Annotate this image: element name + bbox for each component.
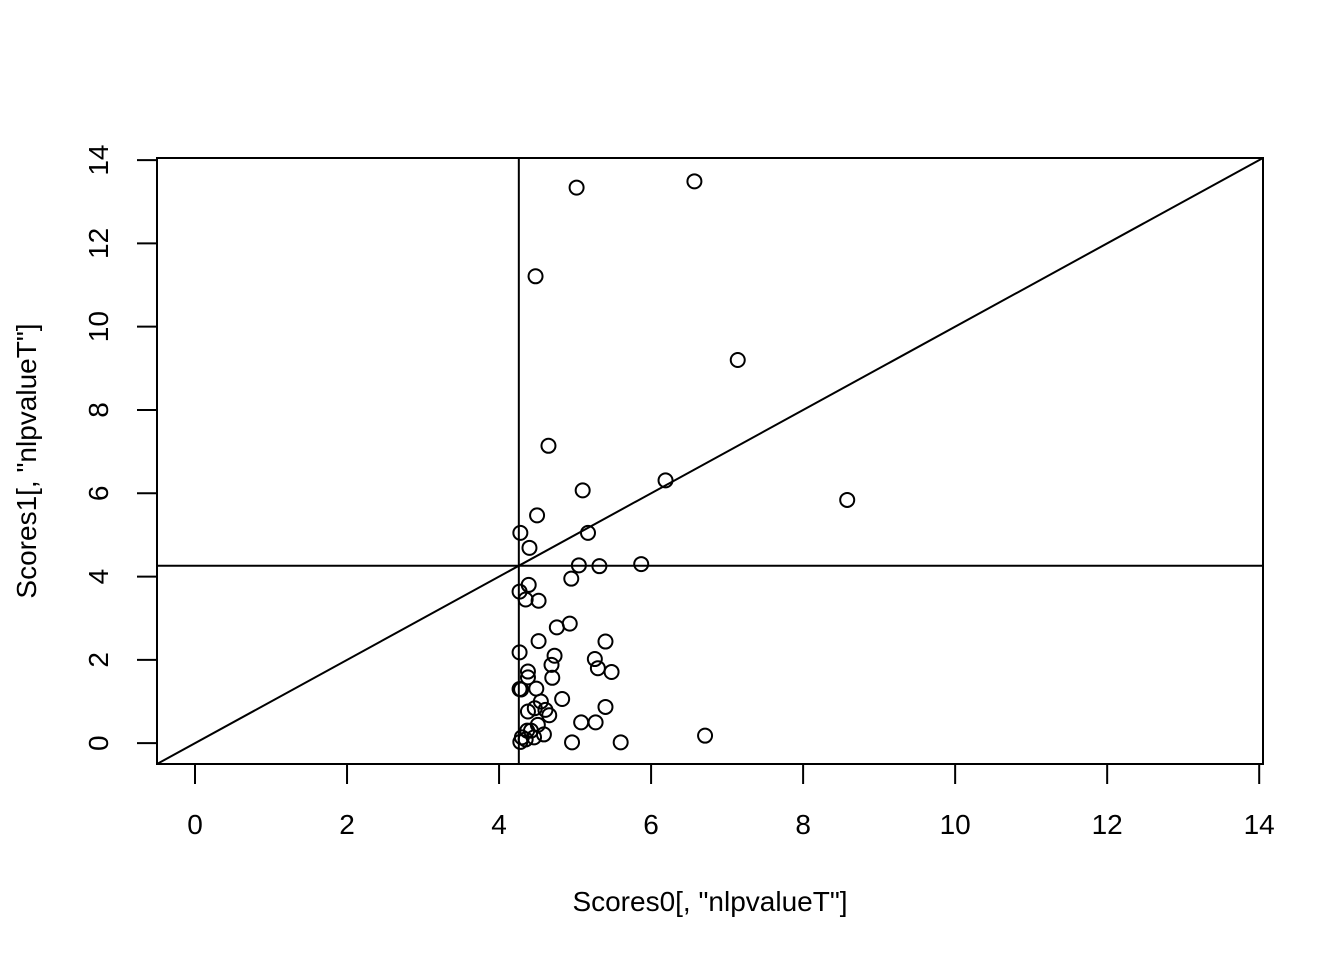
- data-point: [586, 651, 603, 668]
- y-tick-label: 14: [83, 145, 114, 176]
- x-axis: 0 2 4 6 8 10 12 14: [187, 763, 1275, 840]
- data-point: [579, 524, 596, 541]
- y-tick-label: 2: [83, 652, 114, 668]
- data-point: [512, 524, 529, 541]
- x-axis-title: Scores0[, "nlpvalueT"]: [572, 886, 847, 917]
- x-tick-label: 14: [1244, 809, 1275, 840]
- y-tick-label: 12: [83, 228, 114, 259]
- data-point: [519, 669, 536, 686]
- data-point: [657, 472, 674, 489]
- data-point: [513, 681, 530, 698]
- x-tick-label: 10: [940, 809, 971, 840]
- data-point: [554, 691, 571, 708]
- y-axis: 0 2 4 6 8 10 12 14: [83, 145, 158, 751]
- reference-lines: [156, 157, 1264, 765]
- data-point: [633, 556, 650, 573]
- data-point: [612, 734, 629, 751]
- data-point: [540, 437, 557, 454]
- x-tick-label: 12: [1092, 809, 1123, 840]
- data-point: [697, 727, 714, 744]
- y-tick-label: 0: [83, 735, 114, 751]
- y-tick-label: 8: [83, 402, 114, 418]
- diagonal-reference-line: [156, 157, 1264, 765]
- data-point: [587, 714, 604, 731]
- data-point: [530, 592, 547, 609]
- data-point: [589, 660, 606, 677]
- data-point: [563, 570, 580, 587]
- data-point: [686, 173, 703, 190]
- data-point: [561, 615, 578, 632]
- data-point: [839, 491, 856, 508]
- data-point: [519, 663, 536, 680]
- x-tick-label: 6: [643, 809, 659, 840]
- data-point: [530, 633, 547, 650]
- data-point: [528, 680, 545, 697]
- data-point: [603, 663, 620, 680]
- data-point: [544, 669, 561, 686]
- y-tick-label: 4: [83, 569, 114, 585]
- x-tick-label: 0: [187, 809, 203, 840]
- data-point: [729, 352, 746, 368]
- data-point: [526, 729, 543, 746]
- data-point: [597, 698, 614, 715]
- data-point: [548, 619, 565, 636]
- data-point: [546, 647, 563, 664]
- data-point: [543, 656, 560, 673]
- data-point: [521, 539, 538, 556]
- data-point: [597, 633, 614, 650]
- y-axis-title: Scores1[, "nlpvalueT"]: [11, 323, 42, 598]
- data-point: [527, 268, 544, 285]
- data-point: [574, 482, 591, 499]
- y-tick-label: 10: [83, 311, 114, 342]
- data-point: [512, 733, 529, 750]
- x-tick-label: 2: [339, 809, 355, 840]
- data-point: [568, 179, 585, 196]
- data-point: [529, 507, 546, 524]
- data-point: [535, 726, 552, 743]
- data-point: [519, 703, 536, 720]
- data-point: [564, 734, 581, 751]
- x-tick-label: 8: [795, 809, 811, 840]
- data-point: [541, 707, 558, 724]
- points-layer: [511, 173, 856, 751]
- x-tick-label: 4: [491, 809, 507, 840]
- y-tick-label: 6: [83, 485, 114, 501]
- data-point: [573, 714, 590, 731]
